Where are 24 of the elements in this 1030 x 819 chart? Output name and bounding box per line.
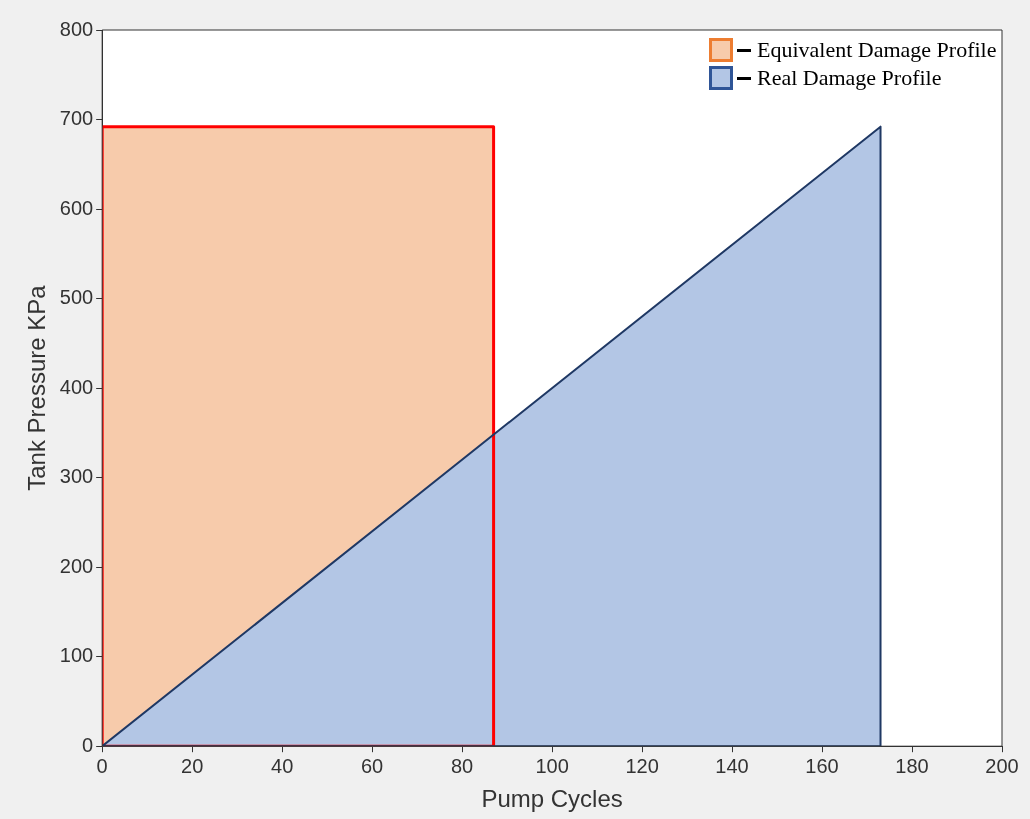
x-tick-label: 40 bbox=[271, 754, 294, 777]
x-tick-label: 140 bbox=[715, 754, 749, 777]
x-tick-label: 60 bbox=[360, 754, 384, 777]
y-tick-label: 100 bbox=[59, 644, 94, 667]
x-tick-label: 180 bbox=[895, 754, 929, 777]
y-tick-label: 400 bbox=[59, 375, 94, 398]
y-tick-label: 700 bbox=[59, 107, 94, 130]
text: Equivalent Damage Profile bbox=[757, 37, 997, 63]
text: Real Damage Profile bbox=[757, 65, 942, 91]
y-tick-label: 0 bbox=[82, 733, 94, 756]
y-tick-label: 600 bbox=[59, 196, 94, 219]
x-tick-label: 200 bbox=[985, 754, 1019, 777]
x-tick-label: 0 bbox=[96, 754, 108, 777]
x-tick-label: 80 bbox=[450, 754, 474, 777]
x-axis-title: Pump Cycles bbox=[481, 785, 623, 813]
x-tick-label: 120 bbox=[625, 754, 659, 777]
x-tick-label: 100 bbox=[535, 754, 569, 777]
y-tick-label: 800 bbox=[59, 17, 94, 40]
x-tick-label: 160 bbox=[805, 754, 839, 777]
y-tick-label: 200 bbox=[59, 554, 94, 577]
x-tick-label: 20 bbox=[181, 754, 204, 777]
y-axis-title: Tank Pressure KPa bbox=[23, 284, 51, 491]
y-tick-label: 500 bbox=[59, 286, 94, 309]
y-tick-label: 300 bbox=[59, 465, 94, 488]
